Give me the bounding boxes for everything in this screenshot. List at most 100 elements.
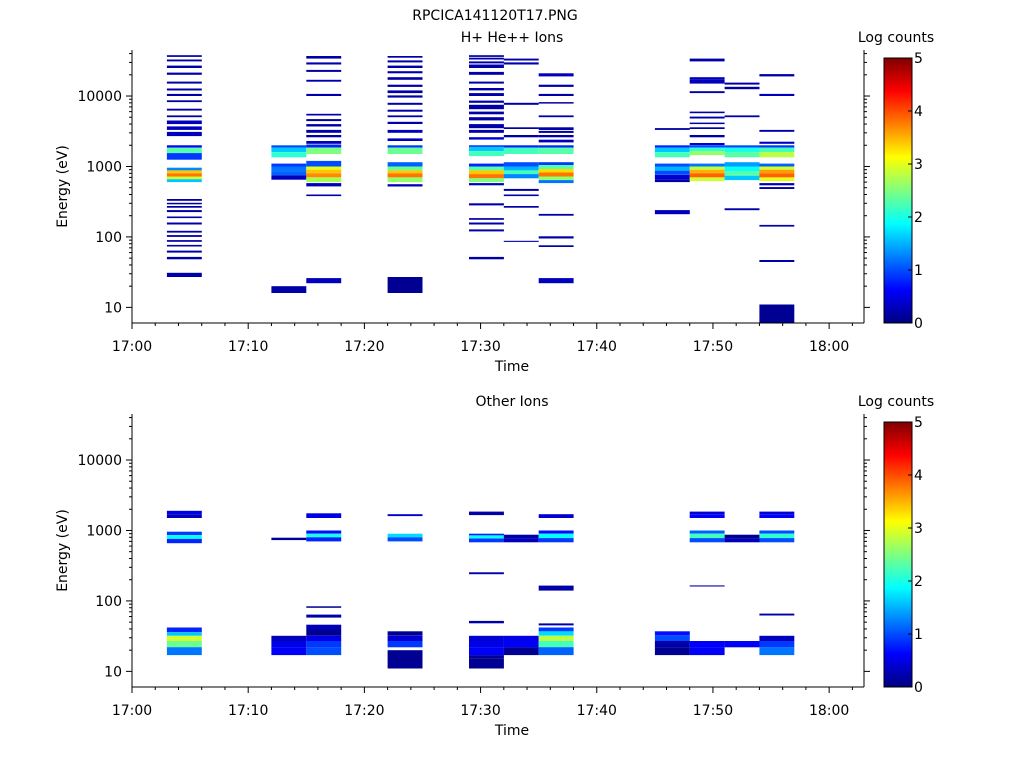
spectrogram-cell xyxy=(724,162,760,167)
spectrogram-cell xyxy=(166,173,202,177)
spectrogram-cell xyxy=(166,145,202,148)
spectrogram-cell xyxy=(387,657,423,669)
y-tick-label: 10 xyxy=(104,300,122,316)
spectrogram-cell xyxy=(538,635,574,641)
spectrogram-cell xyxy=(538,73,574,77)
spectrogram-cell xyxy=(166,126,202,130)
spectrogram-cell xyxy=(166,210,202,213)
spectrogram-cell xyxy=(469,137,504,140)
spectrogram-cell xyxy=(503,162,539,167)
spectrogram-cell xyxy=(503,188,539,191)
colorbar-tick-label: 1 xyxy=(914,627,923,643)
spectrogram-cell xyxy=(759,74,795,77)
spectrogram-cell xyxy=(271,147,307,152)
spectrogram-cell xyxy=(689,585,725,587)
spectrogram-cell xyxy=(166,216,202,219)
spectrogram-cell xyxy=(306,93,342,96)
spectrogram-cell xyxy=(306,135,342,138)
spectrogram-cell xyxy=(469,163,504,167)
spectrogram-cell xyxy=(689,514,725,518)
spectrogram-cell xyxy=(538,145,574,148)
colorbar: 0 1 2 3 4 5 Log counts xyxy=(858,30,934,332)
spectrogram-cell xyxy=(387,71,423,74)
colorbar-tick-label: 5 xyxy=(914,415,923,431)
spectrogram-cell xyxy=(469,146,504,152)
spectrogram-cell xyxy=(166,531,202,536)
spectrogram-cell xyxy=(166,131,202,137)
spectrogram-cell xyxy=(166,647,202,656)
spectrogram-cell xyxy=(538,538,574,543)
spectrogram-cell xyxy=(306,129,342,133)
spectrogram-cell xyxy=(166,627,202,633)
spectrogram-cell xyxy=(759,141,795,144)
spectrogram-cell xyxy=(689,511,725,515)
spectrogram-cell xyxy=(759,173,795,178)
spectrogram-cell xyxy=(689,111,725,114)
spectrogram-cell xyxy=(759,183,795,186)
spectrogram-cell xyxy=(306,629,342,636)
spectrogram-cell xyxy=(306,278,342,284)
spectrogram-cell xyxy=(689,145,725,148)
colorbar-tick-label: 3 xyxy=(914,521,923,537)
colorbar-gradient xyxy=(883,421,913,688)
spectrogram-cells xyxy=(166,55,795,323)
spectrogram-cell xyxy=(306,173,342,178)
spectrogram-cell xyxy=(469,145,504,147)
spectrogram-cell xyxy=(306,119,342,122)
spectrogram-cell xyxy=(538,245,574,247)
spectrogram-cell xyxy=(166,635,202,641)
x-tick-label: 17:20 xyxy=(344,703,384,719)
spectrogram-cell xyxy=(469,572,504,575)
spectrogram-cell xyxy=(538,162,574,165)
spectrogram-cell xyxy=(166,535,202,539)
spectrogram-cell xyxy=(387,121,423,124)
spectrogram-cell xyxy=(166,202,202,205)
spectrogram-cell xyxy=(538,115,574,118)
spectrogram-cell xyxy=(538,139,574,143)
spectrogram-cell xyxy=(469,222,504,225)
spectrogram-cell xyxy=(724,534,760,539)
spectrogram-cell xyxy=(759,613,795,616)
spectrogram-cell xyxy=(538,647,574,656)
spectrogram-cell xyxy=(689,530,725,534)
spectrogram-cells xyxy=(166,510,795,669)
spectrogram-cell xyxy=(469,64,504,68)
spectrogram-cell xyxy=(306,513,342,518)
spectrogram-cell xyxy=(469,203,504,206)
spectrogram-cell xyxy=(759,169,795,174)
spectrogram-cell xyxy=(503,174,539,179)
spectrogram-cell xyxy=(538,127,574,130)
spectrogram-cell xyxy=(387,184,423,187)
spectrogram-cell xyxy=(387,177,423,183)
spectrogram-cell xyxy=(387,65,423,68)
spectrogram-cell xyxy=(654,641,690,648)
spectrogram-cell xyxy=(538,213,574,216)
spectrogram-cell xyxy=(306,533,342,538)
spectrogram-cell xyxy=(469,151,504,157)
spectrogram-cell xyxy=(759,538,795,543)
spectrogram-cell xyxy=(306,183,342,187)
spectrogram-cell xyxy=(538,172,574,177)
colorbar-tick-label: 4 xyxy=(914,468,923,484)
spectrogram-cell xyxy=(503,147,539,154)
spectrogram-cell xyxy=(271,537,307,541)
spectrogram-cell xyxy=(387,650,423,657)
spectrogram-cell xyxy=(166,176,202,180)
spectrogram-cell xyxy=(469,57,504,60)
spectrogram-cell xyxy=(759,647,795,656)
y-tick-label: 10000 xyxy=(77,89,122,105)
spectrogram-cell xyxy=(689,122,725,125)
spectrogram-cell xyxy=(166,81,202,84)
spectrogram-cell xyxy=(538,93,574,96)
x-tick-label: 17:30 xyxy=(460,703,500,719)
spectrogram-cell xyxy=(538,130,574,133)
spectrogram-cell xyxy=(503,534,539,539)
x-tick-label: 17:40 xyxy=(577,339,617,355)
spectrogram-cell xyxy=(469,166,504,171)
spectrogram-cell xyxy=(654,647,690,656)
spectrogram-cell xyxy=(306,144,342,148)
spectrogram-cell xyxy=(387,138,423,141)
spectrogram-cell xyxy=(387,77,423,80)
spectrogram-cell xyxy=(387,170,423,174)
spectrogram-cell xyxy=(538,84,574,87)
